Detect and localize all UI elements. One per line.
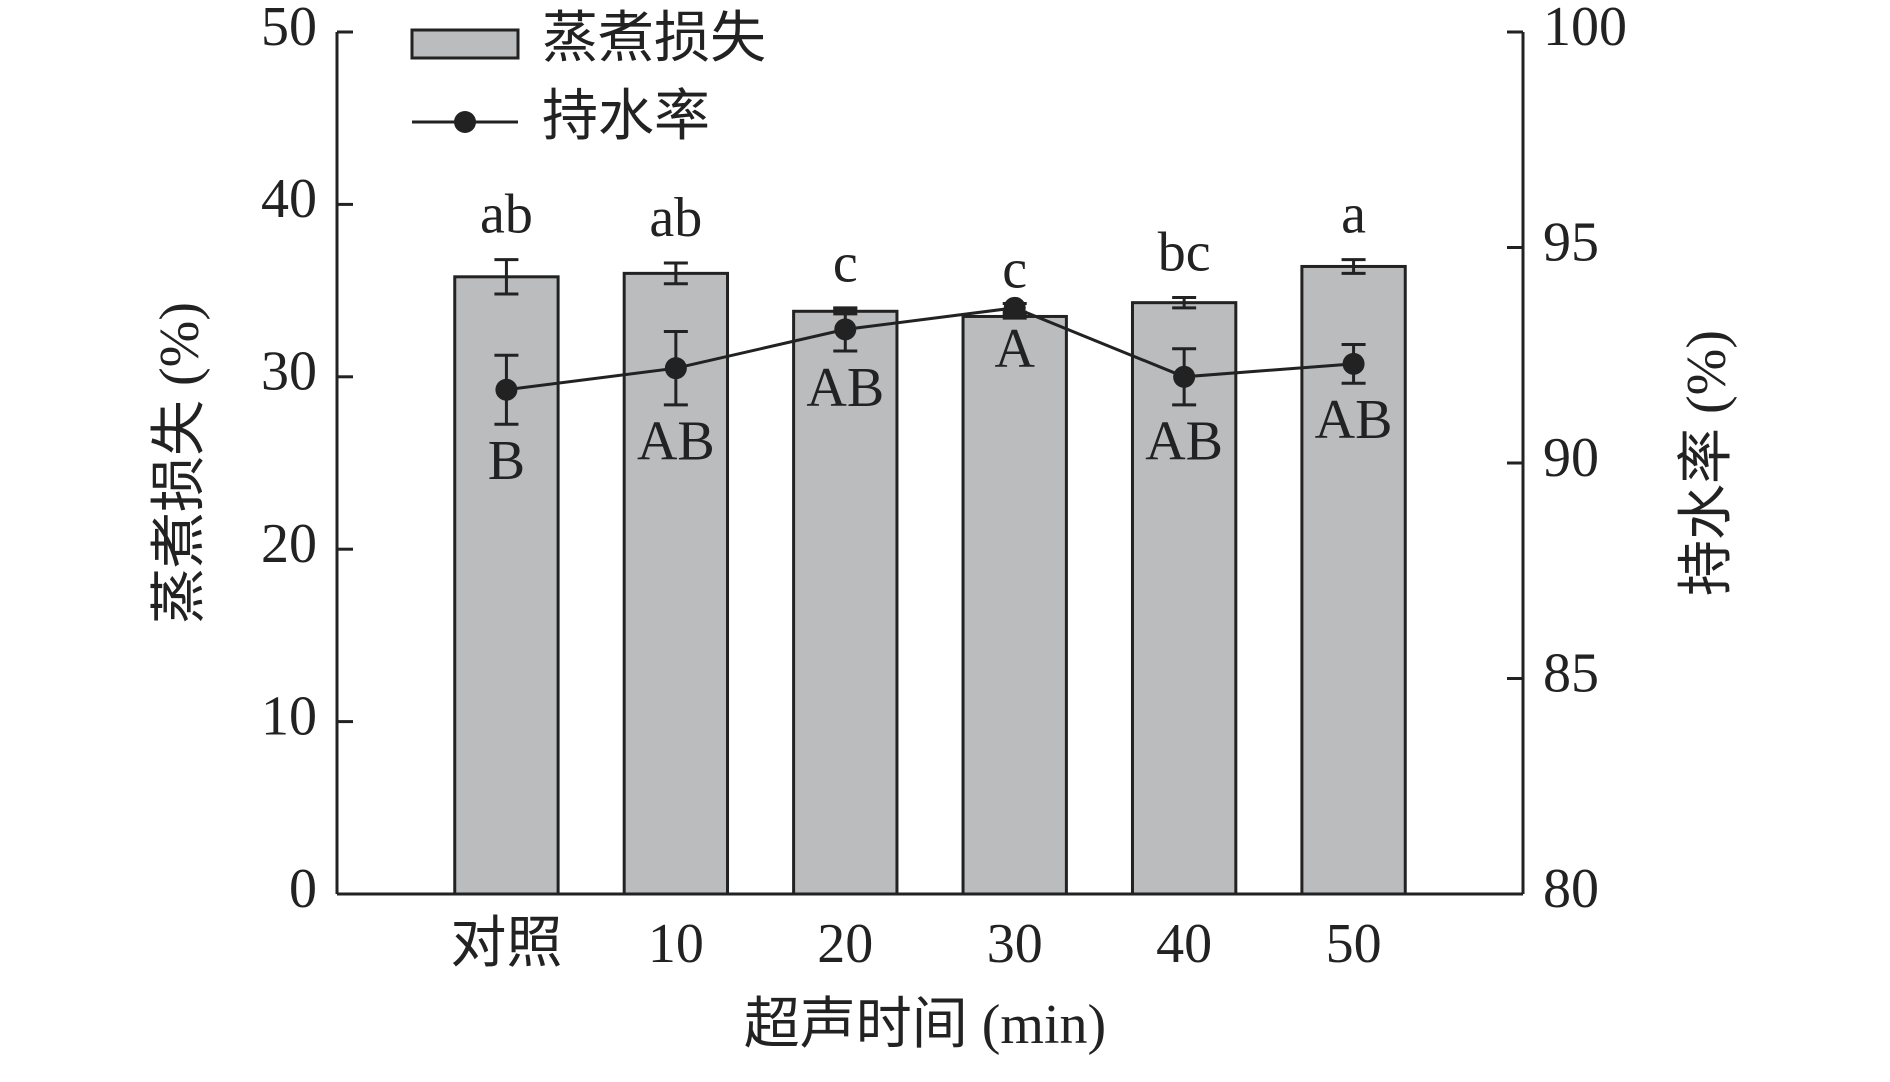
y2-tick-label: 80 <box>1543 858 1599 920</box>
x-tick-label: 20 <box>817 913 873 975</box>
y-tick-label: 10 <box>261 685 317 747</box>
legend-swatch <box>410 28 520 60</box>
x-tick-label: 10 <box>648 913 704 975</box>
y2-tick-label: 85 <box>1543 642 1599 704</box>
y-tick-label: 20 <box>261 513 317 575</box>
point <box>1003 296 1026 319</box>
bar <box>792 309 899 896</box>
bar-annotation: ab <box>649 187 702 249</box>
bar-annotation: ab <box>480 183 533 245</box>
line-annotation: AB <box>637 411 715 473</box>
bar-annotation: c <box>833 233 858 295</box>
y2-tick-label: 90 <box>1543 427 1599 489</box>
x-tick-label: 50 <box>1326 913 1382 975</box>
line-annotation: AB <box>1145 411 1223 473</box>
line <box>506 306 1354 392</box>
bar <box>961 314 1068 896</box>
x-tick-label: 40 <box>1156 913 1212 975</box>
point <box>664 357 687 380</box>
bar-annotation: c <box>1002 239 1027 301</box>
point <box>834 318 857 341</box>
line-annotation: B <box>488 430 525 492</box>
y-tick-label: 40 <box>261 168 317 230</box>
point <box>495 378 518 401</box>
legend-label: 持水率 <box>542 86 710 148</box>
x-tick-label: 对照 <box>450 913 562 975</box>
y2-tick-label: 95 <box>1543 211 1599 273</box>
point <box>1342 352 1365 375</box>
line-annotation: AB <box>1315 389 1393 451</box>
y2-axis-label: 持水率 (%) <box>1676 330 1738 596</box>
x-axis-label: 超声时间 (min) <box>744 994 1106 1056</box>
y-tick-label: 30 <box>261 341 317 403</box>
bar-annotation: bc <box>1158 221 1211 283</box>
point <box>1173 365 1196 388</box>
y-tick-label: 50 <box>261 0 317 58</box>
y2-tick-label: 100 <box>1543 0 1627 58</box>
legend-label: 蒸煮损失 <box>542 8 766 70</box>
x-tick-label: 30 <box>987 913 1043 975</box>
legend-swatch <box>454 111 476 133</box>
bar-annotation: a <box>1341 183 1366 245</box>
y-tick-label: 0 <box>289 858 317 920</box>
y-axis-label: 蒸煮损失 (%) <box>149 302 211 624</box>
line-annotation: AB <box>806 357 884 419</box>
line-annotation: A <box>994 318 1035 380</box>
